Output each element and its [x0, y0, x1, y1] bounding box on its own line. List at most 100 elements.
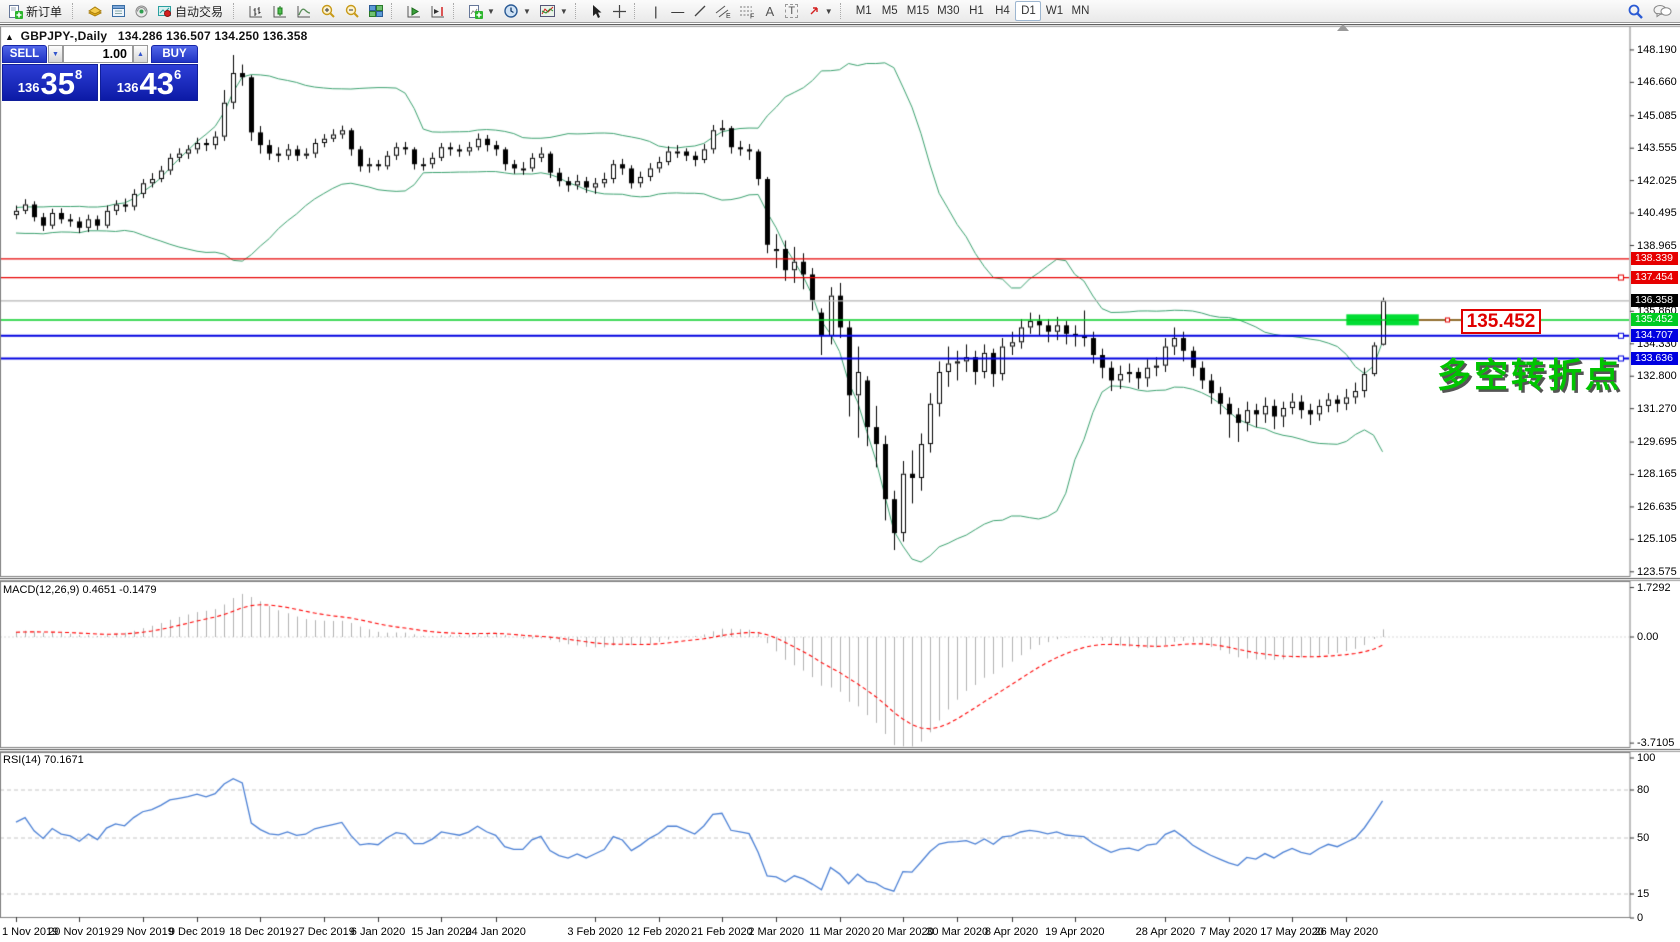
- trendline-icon: [694, 5, 706, 17]
- chart-canvas[interactable]: [0, 24, 1680, 942]
- svg-text:F: F: [750, 13, 754, 19]
- text-label-icon: T: [785, 4, 799, 18]
- buy-price-prefix: 136: [116, 80, 139, 95]
- timeframe-M1[interactable]: M1: [855, 5, 872, 17]
- timeframe-H1[interactable]: H1: [969, 5, 984, 17]
- chevron-up-icon: ▲: [137, 50, 144, 58]
- trendline-button[interactable]: [689, 1, 711, 21]
- search-button[interactable]: [1623, 1, 1648, 21]
- new-chart-icon: [469, 4, 484, 19]
- rsi-label: RSI(14) 70.1671: [3, 754, 84, 766]
- chart-shift-button[interactable]: [426, 1, 450, 21]
- symbol-name: GBPJPY-,Daily: [20, 29, 108, 43]
- fibonacci-button[interactable]: F: [735, 1, 759, 21]
- signals-icon: [135, 5, 148, 17]
- chat-icon: [1653, 5, 1672, 18]
- timeframe-MN[interactable]: MN: [1071, 5, 1090, 17]
- toolbar-separator: [633, 3, 641, 19]
- new-chart-dropdown[interactable]: ▼: [464, 1, 499, 21]
- line-chart-button[interactable]: [292, 1, 316, 21]
- timeframe-H4[interactable]: H4: [995, 5, 1010, 17]
- autotrading-button[interactable]: 自动交易: [153, 1, 230, 21]
- equidistant-channel-icon: E: [715, 5, 731, 19]
- bar-chart-button[interactable]: [244, 1, 268, 21]
- equidistant-channel-button[interactable]: E: [711, 1, 735, 21]
- arrows-dropdown[interactable]: ▼: [803, 1, 837, 21]
- zoom-out-icon: [345, 4, 359, 18]
- buy-price[interactable]: 136 43 6: [100, 64, 198, 101]
- zoom-in-button[interactable]: [316, 1, 340, 21]
- indicators-dropdown[interactable]: ▼: [535, 1, 572, 21]
- buy-button[interactable]: BUY: [151, 45, 198, 63]
- new-order-label: 新订单: [26, 4, 63, 19]
- one-click-trading-panel: SELL ▼ 1.00 ▲ BUY 136 35 8 136 43 6: [2, 45, 198, 101]
- search-icon: [1628, 4, 1643, 19]
- arrows-icon: [810, 7, 818, 15]
- chat-button[interactable]: [1648, 1, 1676, 21]
- symbol-triangle-icon: ▲: [5, 32, 15, 42]
- chevron-down-icon: ▼: [559, 6, 568, 16]
- volume-input[interactable]: 1.00: [63, 45, 133, 63]
- data-window-button[interactable]: [107, 1, 130, 21]
- sell-price[interactable]: 136 35 8: [2, 64, 98, 101]
- toolbar-separator: [233, 3, 240, 19]
- sell-price-pip: 8: [74, 67, 83, 82]
- tile-windows-button[interactable]: [364, 1, 388, 21]
- crosshair-icon: [612, 4, 626, 18]
- sell-button[interactable]: SELL: [2, 45, 47, 63]
- price-callout-label[interactable]: 135.452: [1461, 309, 1541, 334]
- sell-price-big: 35: [40, 66, 75, 101]
- zoom-in-icon: [321, 4, 335, 18]
- horizontal-line-button[interactable]: —: [667, 1, 689, 21]
- volume-increase-button[interactable]: ▲: [133, 45, 148, 63]
- chevron-down-icon: ▼: [824, 6, 833, 16]
- toolbar-separator: [839, 3, 847, 19]
- toolbar-separator: [72, 3, 79, 19]
- candlestick-chart-icon: [273, 5, 287, 17]
- chevron-down-icon: ▼: [52, 50, 59, 58]
- toolbar: 新订单 自动交易: [0, 0, 1680, 23]
- chart-shift-icon: [431, 5, 445, 17]
- crosshair-button[interactable]: [608, 1, 631, 21]
- quote-line: ▲ GBPJPY-,Daily 134.286 136.507 134.250 …: [5, 29, 308, 43]
- periods-dropdown[interactable]: ▼: [499, 1, 535, 21]
- timeframe-D1[interactable]: D1: [1015, 1, 1042, 21]
- vertical-line-button[interactable]: |: [645, 1, 667, 21]
- text-button[interactable]: A: [759, 1, 781, 21]
- bar-chart-icon: [249, 5, 263, 17]
- buy-price-pip: 6: [173, 67, 182, 82]
- autotrading-label: 自动交易: [175, 4, 224, 19]
- buy-price-big: 43: [139, 66, 174, 101]
- signals-button[interactable]: [130, 1, 153, 21]
- window-marker-triangle-icon: [1337, 24, 1349, 31]
- indicators-icon: [539, 5, 555, 17]
- timeframe-M15[interactable]: M15: [906, 5, 930, 17]
- cursor-icon: [593, 4, 602, 18]
- horizontal-line-icon: —: [671, 3, 685, 19]
- sell-price-prefix: 136: [17, 80, 40, 95]
- text-label-button[interactable]: T: [781, 1, 803, 21]
- volume-decrease-button[interactable]: ▼: [48, 45, 63, 63]
- macd-label: MACD(12,26,9) 0.4651 -0.1479: [3, 584, 157, 596]
- chevron-down-icon: ▼: [522, 6, 531, 16]
- zoom-out-button[interactable]: [340, 1, 364, 21]
- chevron-down-icon: ▼: [487, 6, 495, 16]
- candlestick-chart-button[interactable]: [268, 1, 292, 21]
- timeframe-M30[interactable]: M30: [937, 5, 960, 17]
- timeframe-M5[interactable]: M5: [881, 5, 898, 17]
- autotrading-icon: [158, 6, 172, 17]
- chart-window: ▲ GBPJPY-,Daily 134.286 136.507 134.250 …: [0, 24, 1680, 942]
- line-chart-icon: [297, 5, 311, 17]
- auto-scroll-button[interactable]: [402, 1, 426, 21]
- cursor-button[interactable]: [586, 1, 608, 21]
- timeframe-W1[interactable]: W1: [1045, 5, 1064, 17]
- data-window-icon: [112, 5, 126, 17]
- market-watch-button[interactable]: [83, 1, 107, 21]
- auto-scroll-icon: [407, 5, 421, 17]
- symbol-ohlc: 134.286 136.507 134.250 136.358: [117, 29, 308, 43]
- annotation-text[interactable]: 多空转折点: [1437, 357, 1622, 395]
- new-order-icon: [9, 4, 23, 19]
- new-order-button[interactable]: 新订单: [4, 1, 69, 21]
- toolbar-separator: [391, 3, 398, 19]
